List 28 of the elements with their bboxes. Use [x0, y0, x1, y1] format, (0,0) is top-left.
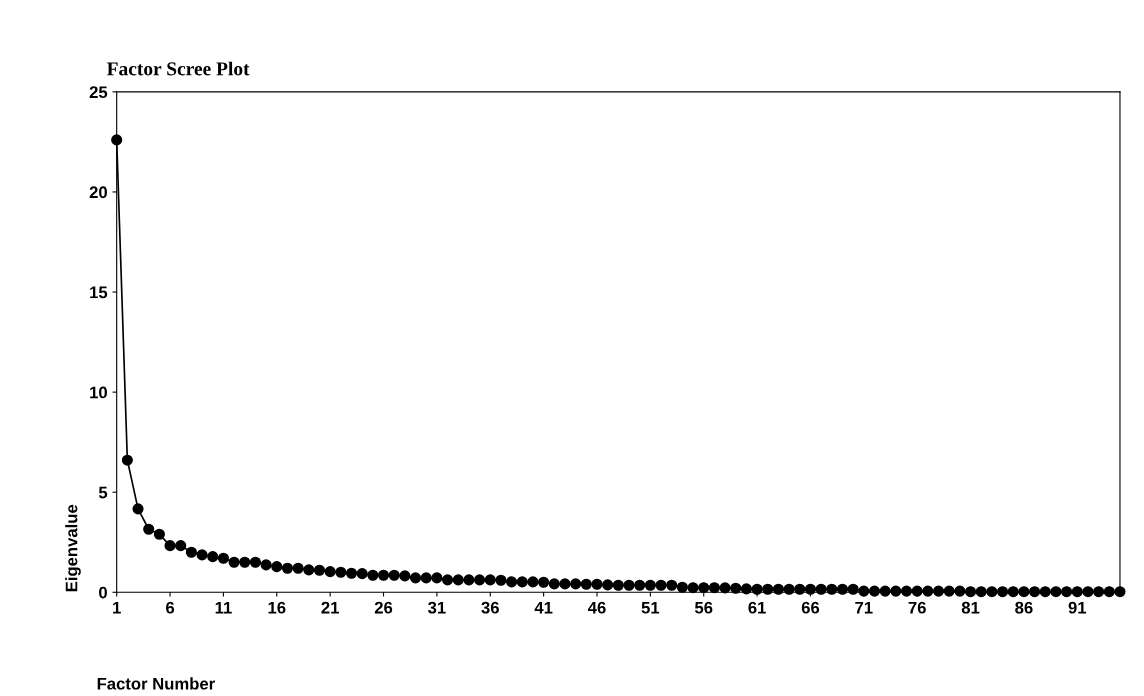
x-tick-label: 31: [428, 601, 446, 614]
y-tick-label: 10: [90, 386, 107, 399]
y-axis-title: Eigenvalue: [65, 504, 81, 592]
x-tick-label: 66: [801, 601, 820, 614]
y-tick-label: 20: [89, 186, 107, 199]
x-axis-title: Factor Number: [97, 677, 215, 690]
x-tick-label: 46: [587, 601, 606, 614]
x-tick-label: 56: [694, 601, 713, 614]
y-tick-label: 25: [89, 86, 108, 99]
y-tick-label: 15: [90, 286, 108, 299]
chart-title: Factor Scree Plot: [106, 61, 250, 76]
x-tick-label: 86: [1015, 601, 1033, 614]
y-tick-label: 5: [98, 486, 108, 499]
x-tick-label: 51: [641, 601, 660, 614]
x-tick-label: 36: [481, 601, 499, 614]
x-tick-label: 11: [215, 601, 232, 614]
x-tick-label: 81: [961, 601, 980, 614]
x-tick-label: 16: [268, 601, 286, 614]
x-tick-label: 61: [748, 601, 766, 614]
x-tick-label: 76: [908, 601, 926, 614]
x-tick-label: 6: [166, 601, 175, 614]
x-tick-label: 91: [1068, 601, 1087, 614]
x-tick-label: 21: [321, 601, 339, 614]
y-tick-label: 0: [99, 586, 107, 599]
x-tick-label: 41: [534, 601, 553, 614]
x-tick-label: 26: [374, 601, 393, 614]
x-tick-label: 71: [855, 601, 873, 614]
x-tick-label: 1: [113, 601, 121, 614]
